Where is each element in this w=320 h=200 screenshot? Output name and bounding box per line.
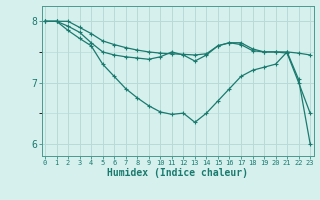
X-axis label: Humidex (Indice chaleur): Humidex (Indice chaleur) (107, 168, 248, 178)
